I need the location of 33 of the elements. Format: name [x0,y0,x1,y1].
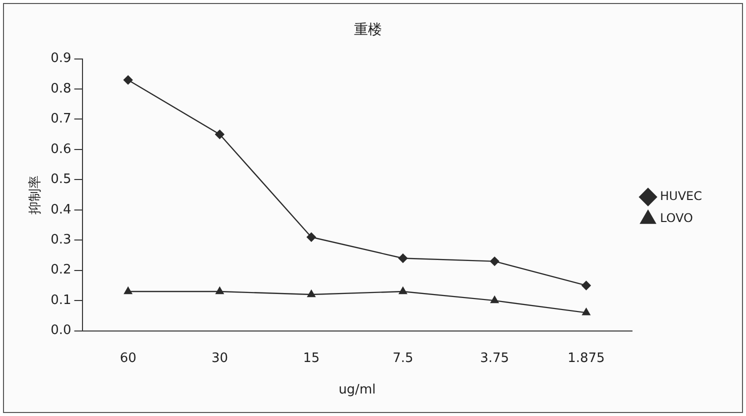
legend-label: LOVO [660,211,693,226]
point [398,286,408,294]
y-tick-label: 0.7 [50,112,72,127]
chart-title: 重楼 [354,22,382,38]
point [582,280,591,290]
point [490,256,500,266]
x-axis-title: ug/ml [338,382,376,398]
y-tick-label: 0.0 [50,323,72,338]
y-tick-label: 0.8 [50,81,72,96]
y-tick-label: 0.3 [50,232,72,248]
point [307,290,316,298]
legend-label: HUVEC [660,189,702,204]
x-tick-label: 60 [120,350,136,366]
y-tick-label: 0.4 [50,202,72,218]
x-tick-label: 3.75 [480,350,510,366]
y-tick-label: 0.6 [50,142,72,157]
point [124,286,132,294]
y-tick-label: 0.9 [50,51,72,66]
x-tick-label: 1.875 [568,350,605,366]
y-tick-label: 0.2 [50,262,72,278]
y-tick-label: 0.1 [50,292,72,308]
point [215,130,224,139]
y-tick-label: 0.5 [50,172,72,188]
point [398,254,408,263]
x-tick-label: 15 [303,350,320,366]
point [306,232,316,242]
point [216,286,224,294]
x-tick-label: 30 [211,350,228,366]
point [582,308,590,316]
point [123,75,133,85]
y-axis-title: 抑制率 [27,175,44,214]
point [490,296,499,304]
x-tick-label: 7.5 [392,350,414,366]
